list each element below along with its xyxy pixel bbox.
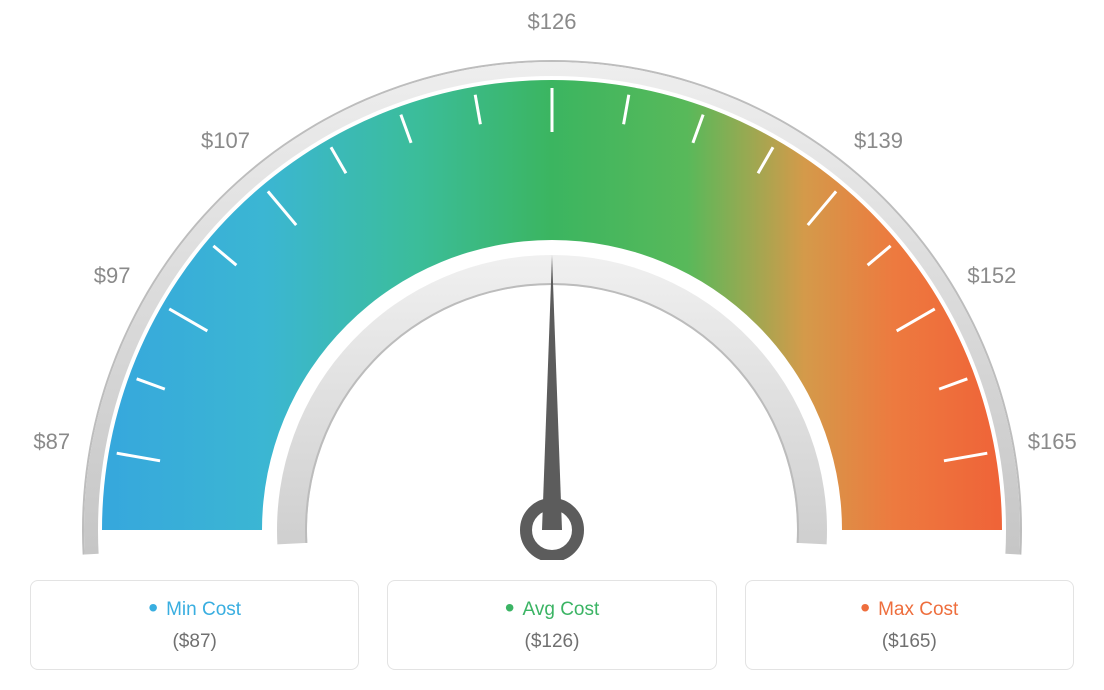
gauge-tick-label: $87 xyxy=(33,429,70,455)
cost-gauge: $87 $97 $107 $126 $139 $152 $165 xyxy=(0,0,1104,560)
legend-card-max: Max Cost ($165) xyxy=(745,580,1074,670)
legend-max-value: ($165) xyxy=(756,631,1063,653)
legend-row: Min Cost ($87) Avg Cost ($126) Max Cost … xyxy=(0,580,1104,670)
legend-min-value: ($87) xyxy=(41,631,348,653)
legend-min-title: Min Cost xyxy=(41,599,348,621)
legend-max-title: Max Cost xyxy=(756,599,1063,621)
gauge-tick-label: $126 xyxy=(528,9,577,35)
legend-card-min: Min Cost ($87) xyxy=(30,580,359,670)
gauge-tick-label: $97 xyxy=(94,263,131,289)
gauge-tick-label: $139 xyxy=(854,128,903,154)
gauge-tick-label: $107 xyxy=(201,128,250,154)
gauge-svg xyxy=(0,0,1104,560)
legend-avg-title: Avg Cost xyxy=(398,599,705,621)
legend-avg-value: ($126) xyxy=(398,631,705,653)
gauge-tick-label: $152 xyxy=(967,263,1016,289)
legend-card-avg: Avg Cost ($126) xyxy=(387,580,716,670)
gauge-tick-label: $165 xyxy=(1028,429,1077,455)
